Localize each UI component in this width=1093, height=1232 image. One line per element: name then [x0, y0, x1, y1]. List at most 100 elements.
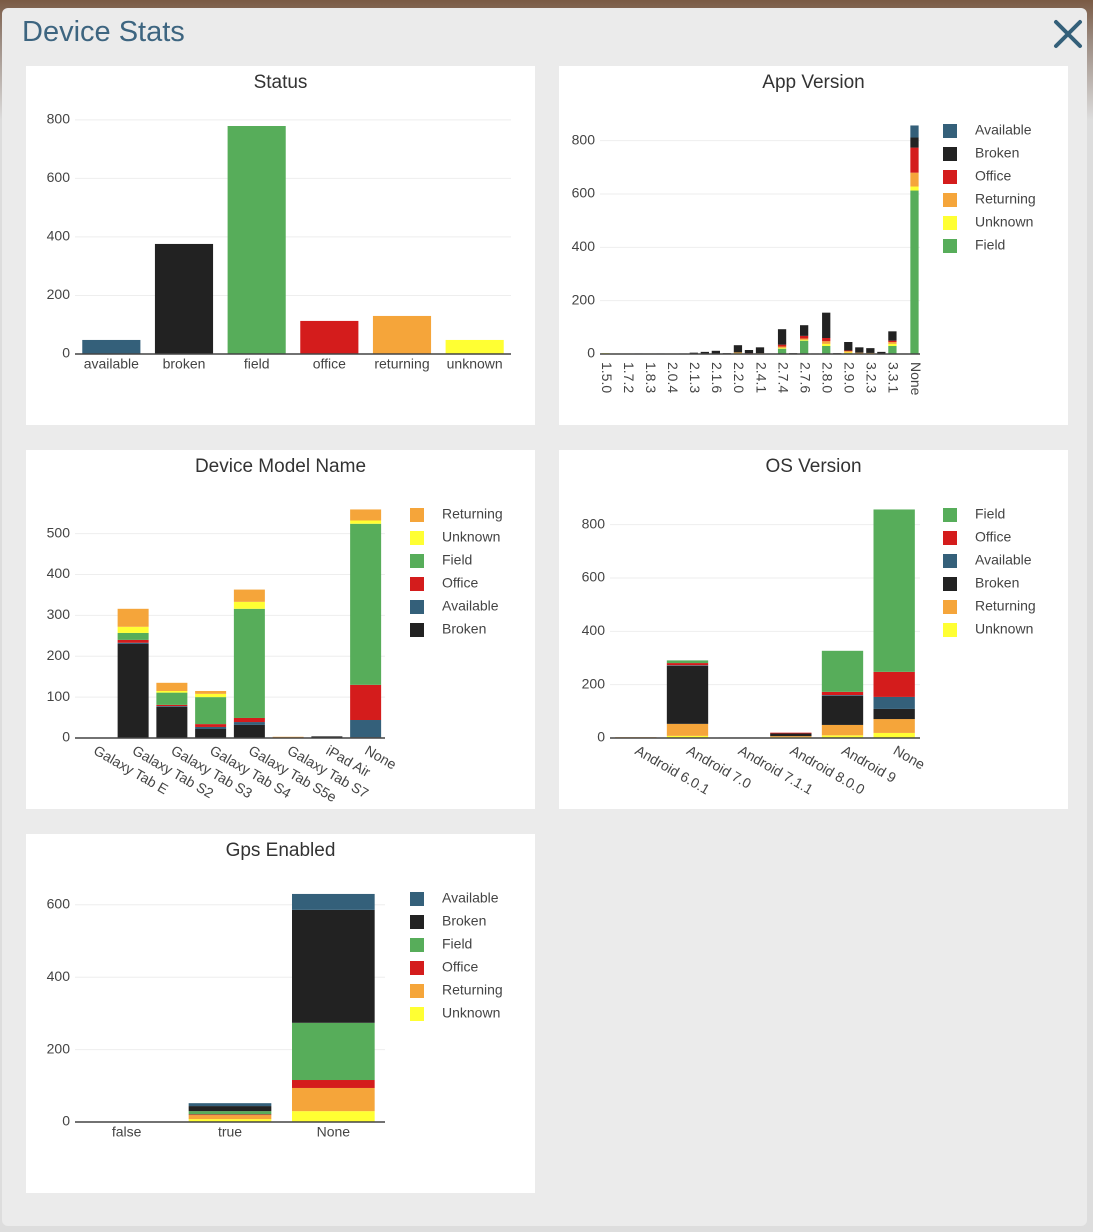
bar-segment: [117, 608, 149, 627]
y-tick-label: 200: [582, 675, 606, 691]
bar-segment: [777, 347, 787, 349]
bar-segment: [755, 347, 765, 354]
bar: [372, 315, 432, 354]
legend-swatch: [410, 554, 424, 568]
legend-swatch: [410, 892, 424, 906]
legend-label: Returning: [442, 982, 503, 998]
x-tick-label: 2.0.4: [665, 362, 681, 393]
bar-segment: [821, 735, 864, 738]
bar-segment: [800, 340, 809, 354]
y-tick-label: 800: [582, 515, 606, 531]
bar-segment: [770, 732, 812, 734]
legend-swatch: [943, 508, 957, 522]
chart-panel: Gps Enabled 0 200 400 600 false true None Availa…: [26, 834, 535, 1193]
bar-segment: [292, 1087, 375, 1112]
legend-label: Broken: [442, 913, 486, 929]
bar-segment: [888, 343, 897, 346]
bar-segment: [195, 697, 227, 725]
bar-segment: [188, 1114, 272, 1116]
bar-segment: [733, 352, 743, 354]
bar-segment: [873, 732, 915, 738]
x-tick-label: 2.1.6: [709, 362, 725, 393]
bar-segment: [666, 665, 709, 724]
legend-label: Field: [442, 552, 472, 568]
y-tick-label: 400: [47, 228, 71, 244]
y-tick-label: 0: [62, 345, 70, 361]
bar-segment: [822, 341, 831, 344]
y-tick-label: 400: [572, 238, 596, 254]
legend-swatch: [943, 600, 957, 614]
legend-swatch: [410, 938, 424, 952]
legend-swatch: [943, 216, 957, 230]
x-tick-label: returning: [374, 356, 429, 372]
x-tick-label: 3.3.1: [886, 362, 902, 393]
legend-swatch: [410, 600, 424, 614]
bar-segment: [844, 352, 853, 354]
bar-segment: [292, 1080, 375, 1088]
legend-swatch: [410, 508, 424, 522]
bar-segment: [910, 190, 919, 354]
bar: [300, 320, 359, 354]
bar-segment: [233, 722, 265, 725]
bar-segment: [777, 329, 787, 345]
y-tick-label: 600: [572, 185, 596, 201]
bar-segment: [800, 339, 809, 341]
bar-segment: [117, 643, 149, 738]
bar-segment: [888, 331, 897, 341]
bar-segment: [800, 335, 809, 339]
legend-swatch: [410, 1007, 424, 1021]
bar-segment: [855, 347, 864, 353]
legend-swatch: [410, 984, 424, 998]
bar-segment: [711, 350, 720, 354]
x-tick-label: 2.2.0: [731, 362, 747, 393]
bar-segment: [117, 626, 149, 633]
bar-segment: [156, 682, 188, 691]
chart-title: App Version: [762, 72, 864, 93]
bar-segment: [822, 312, 831, 338]
x-tick-label: 3.2.3: [864, 362, 880, 393]
legend-swatch: [410, 915, 424, 929]
bar-segment: [350, 684, 382, 721]
close-icon[interactable]: [1054, 20, 1082, 48]
bar-segment: [666, 660, 709, 664]
chart-panel: Device Model Name 0 100 200 300 400 500 Galaxy …: [26, 450, 535, 809]
x-tick-label: 2.9.0: [842, 362, 858, 393]
bar-segment: [117, 632, 149, 640]
bar-segment: [195, 693, 227, 698]
bar-segment: [910, 137, 919, 148]
bar-segment: [188, 1115, 272, 1120]
legend-label: Available: [442, 598, 499, 614]
y-tick-label: 100: [47, 688, 71, 704]
bar-segment: [292, 893, 375, 910]
bar-segment: [821, 695, 864, 725]
x-tick-label: None: [317, 1124, 351, 1140]
close-button[interactable]: [1052, 18, 1084, 50]
legend-swatch: [410, 531, 424, 545]
chart-panel: OS Version 0 200 400 600 800 Android 6.0.1 Andr…: [559, 450, 1068, 809]
bar-segment: [666, 735, 709, 738]
bar-segment: [188, 1111, 272, 1115]
bar-segment: [822, 346, 831, 354]
x-tick-label: 1.8.3: [643, 362, 659, 393]
legend-swatch: [943, 531, 957, 545]
x-tick-label: available: [84, 356, 139, 372]
bar-segment: [866, 348, 875, 353]
x-tick-label: 2.1.3: [687, 362, 703, 393]
y-tick-label: 600: [582, 569, 606, 585]
bar-segment: [910, 186, 919, 191]
bar-segment: [821, 724, 864, 736]
bar-segment: [233, 608, 265, 718]
modal-title: Device Stats: [22, 16, 185, 48]
x-tick-label: broken: [163, 356, 206, 372]
bar-segment: [188, 1119, 272, 1122]
bar-segment: [777, 346, 787, 348]
chart: Device Model Name0100200300400500Galaxy …: [47, 456, 503, 805]
legend-swatch: [943, 193, 957, 207]
bar-segment: [700, 351, 709, 354]
bar-segment: [866, 352, 875, 354]
bar-segment: [188, 1103, 272, 1107]
legend-label: Available: [975, 122, 1032, 138]
chart: Status 0 200 400 600 800 available broken field o…: [47, 72, 511, 372]
bar-segment: [844, 351, 853, 353]
